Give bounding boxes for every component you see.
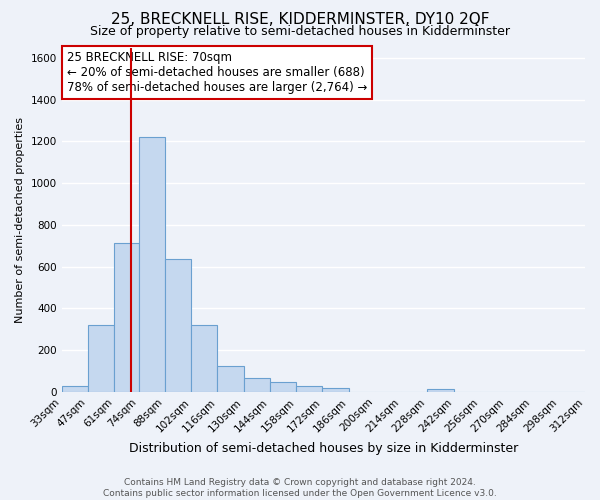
Text: Contains HM Land Registry data © Crown copyright and database right 2024.
Contai: Contains HM Land Registry data © Crown c… — [103, 478, 497, 498]
Bar — [427, 389, 454, 392]
Text: 25, BRECKNELL RISE, KIDDERMINSTER, DY10 2QF: 25, BRECKNELL RISE, KIDDERMINSTER, DY10 … — [111, 12, 489, 28]
Bar — [88, 325, 114, 392]
Bar — [322, 388, 349, 392]
Bar — [217, 366, 244, 392]
Bar — [244, 378, 270, 392]
Bar — [296, 386, 322, 392]
Text: Size of property relative to semi-detached houses in Kidderminster: Size of property relative to semi-detach… — [90, 25, 510, 38]
Bar — [62, 386, 88, 392]
Bar — [165, 260, 191, 392]
Bar — [270, 382, 296, 392]
Text: 25 BRECKNELL RISE: 70sqm
← 20% of semi-detached houses are smaller (688)
78% of : 25 BRECKNELL RISE: 70sqm ← 20% of semi-d… — [67, 51, 367, 94]
Y-axis label: Number of semi-detached properties: Number of semi-detached properties — [15, 116, 25, 322]
Bar — [139, 138, 165, 392]
Bar — [191, 325, 217, 392]
Bar — [114, 242, 139, 392]
X-axis label: Distribution of semi-detached houses by size in Kidderminster: Distribution of semi-detached houses by … — [129, 442, 518, 455]
